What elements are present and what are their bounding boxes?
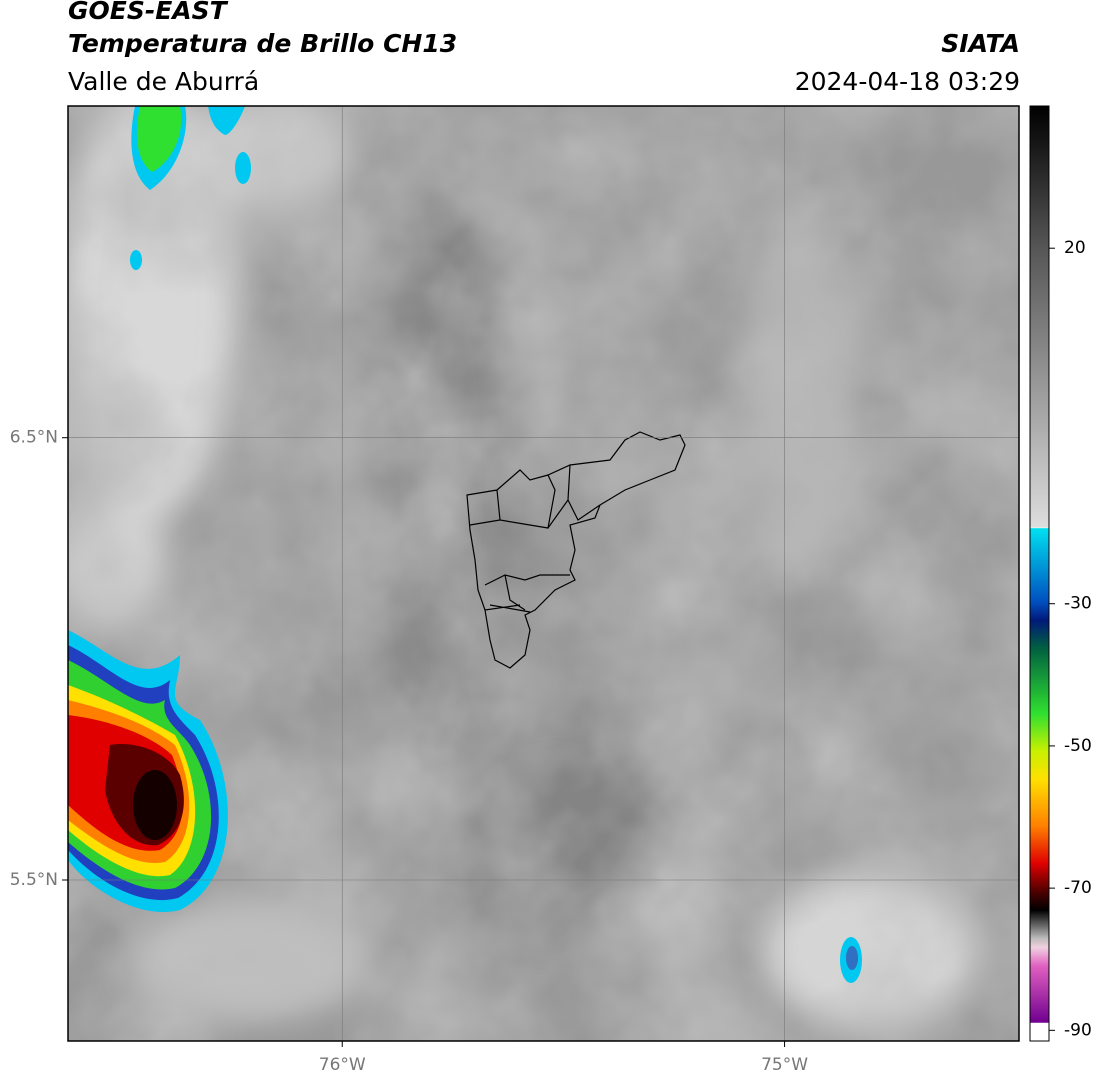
colorbar-tick-label: -30	[1064, 594, 1092, 614]
satellite: GOES-EAST	[68, 0, 229, 25]
colorbar	[1029, 105, 1050, 1042]
y-tick-label: 5.5°N	[10, 870, 58, 890]
product: Temperatura de Brillo CH13	[68, 29, 457, 58]
satellite-image	[68, 106, 1019, 1041]
colorbar-tick-label: -90	[1064, 1020, 1092, 1040]
agency: SIATA	[941, 29, 1020, 58]
y-tick-label: 6.5°N	[10, 428, 58, 448]
colorbar-tick-label: -50	[1064, 736, 1092, 756]
valley-boundary	[466, 431, 686, 669]
x-tick-label: 76°W	[319, 1055, 366, 1075]
timestamp: 2024-04-18 03:29	[795, 67, 1020, 96]
region: Valle de Aburrá	[68, 67, 259, 96]
map-frame	[67, 105, 1020, 1042]
colorbar-tick-label: 20	[1064, 238, 1086, 258]
colorbar-tick-label: -70	[1064, 878, 1092, 898]
x-tick-label: 75°W	[761, 1055, 808, 1075]
